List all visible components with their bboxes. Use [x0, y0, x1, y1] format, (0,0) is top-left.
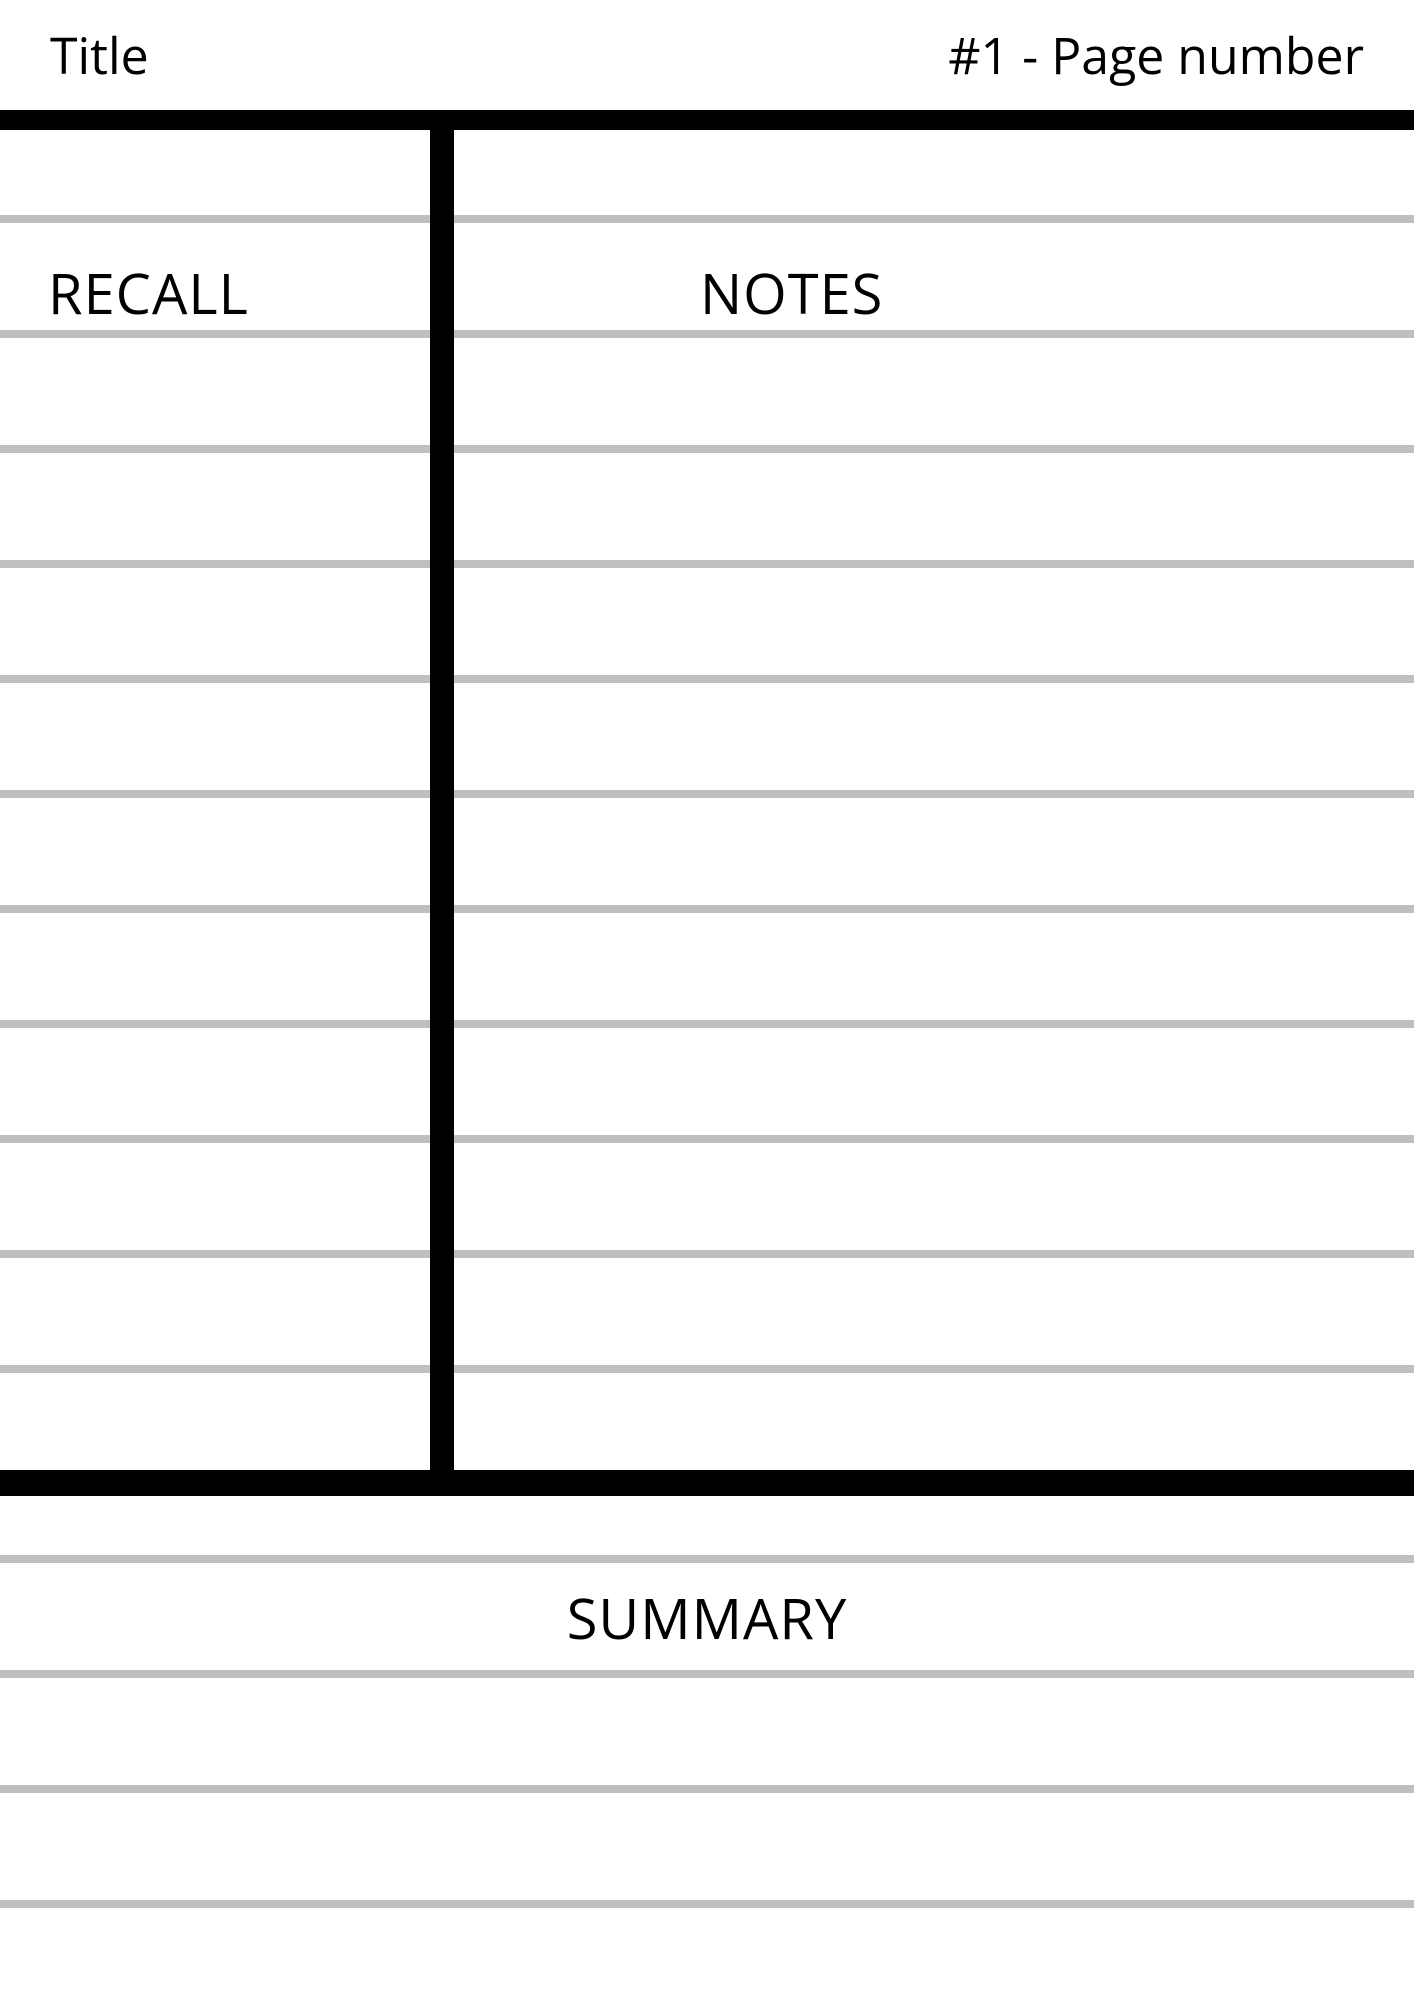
summary-ruling	[0, 1670, 1414, 1678]
notes-heading: NOTES	[700, 255, 883, 331]
summary-ruling	[0, 1785, 1414, 1793]
summary-divider	[0, 1470, 1414, 1496]
note-ruling	[0, 675, 1414, 683]
title-label: Title	[50, 21, 149, 89]
summary-ruling	[0, 1900, 1414, 1908]
note-ruling	[0, 1020, 1414, 1028]
cornell-notes-page: Title #1 - Page number RECALL NOTES SUMM…	[0, 0, 1414, 2000]
summary-ruling	[0, 1555, 1414, 1563]
note-ruling	[0, 560, 1414, 568]
recall-heading: RECALL	[48, 255, 249, 331]
recall-notes-divider	[430, 110, 454, 1495]
note-ruling	[0, 1365, 1414, 1373]
note-ruling	[0, 1250, 1414, 1258]
note-ruling	[0, 445, 1414, 453]
note-ruling	[0, 215, 1414, 223]
note-ruling	[0, 905, 1414, 913]
note-ruling	[0, 330, 1414, 338]
page-number-label: #1 - Page number	[948, 21, 1364, 89]
summary-heading: SUMMARY	[0, 1580, 1414, 1656]
note-ruling	[0, 1135, 1414, 1143]
note-ruling	[0, 790, 1414, 798]
header-row: Title #1 - Page number	[0, 0, 1414, 110]
header-divider	[0, 110, 1414, 130]
